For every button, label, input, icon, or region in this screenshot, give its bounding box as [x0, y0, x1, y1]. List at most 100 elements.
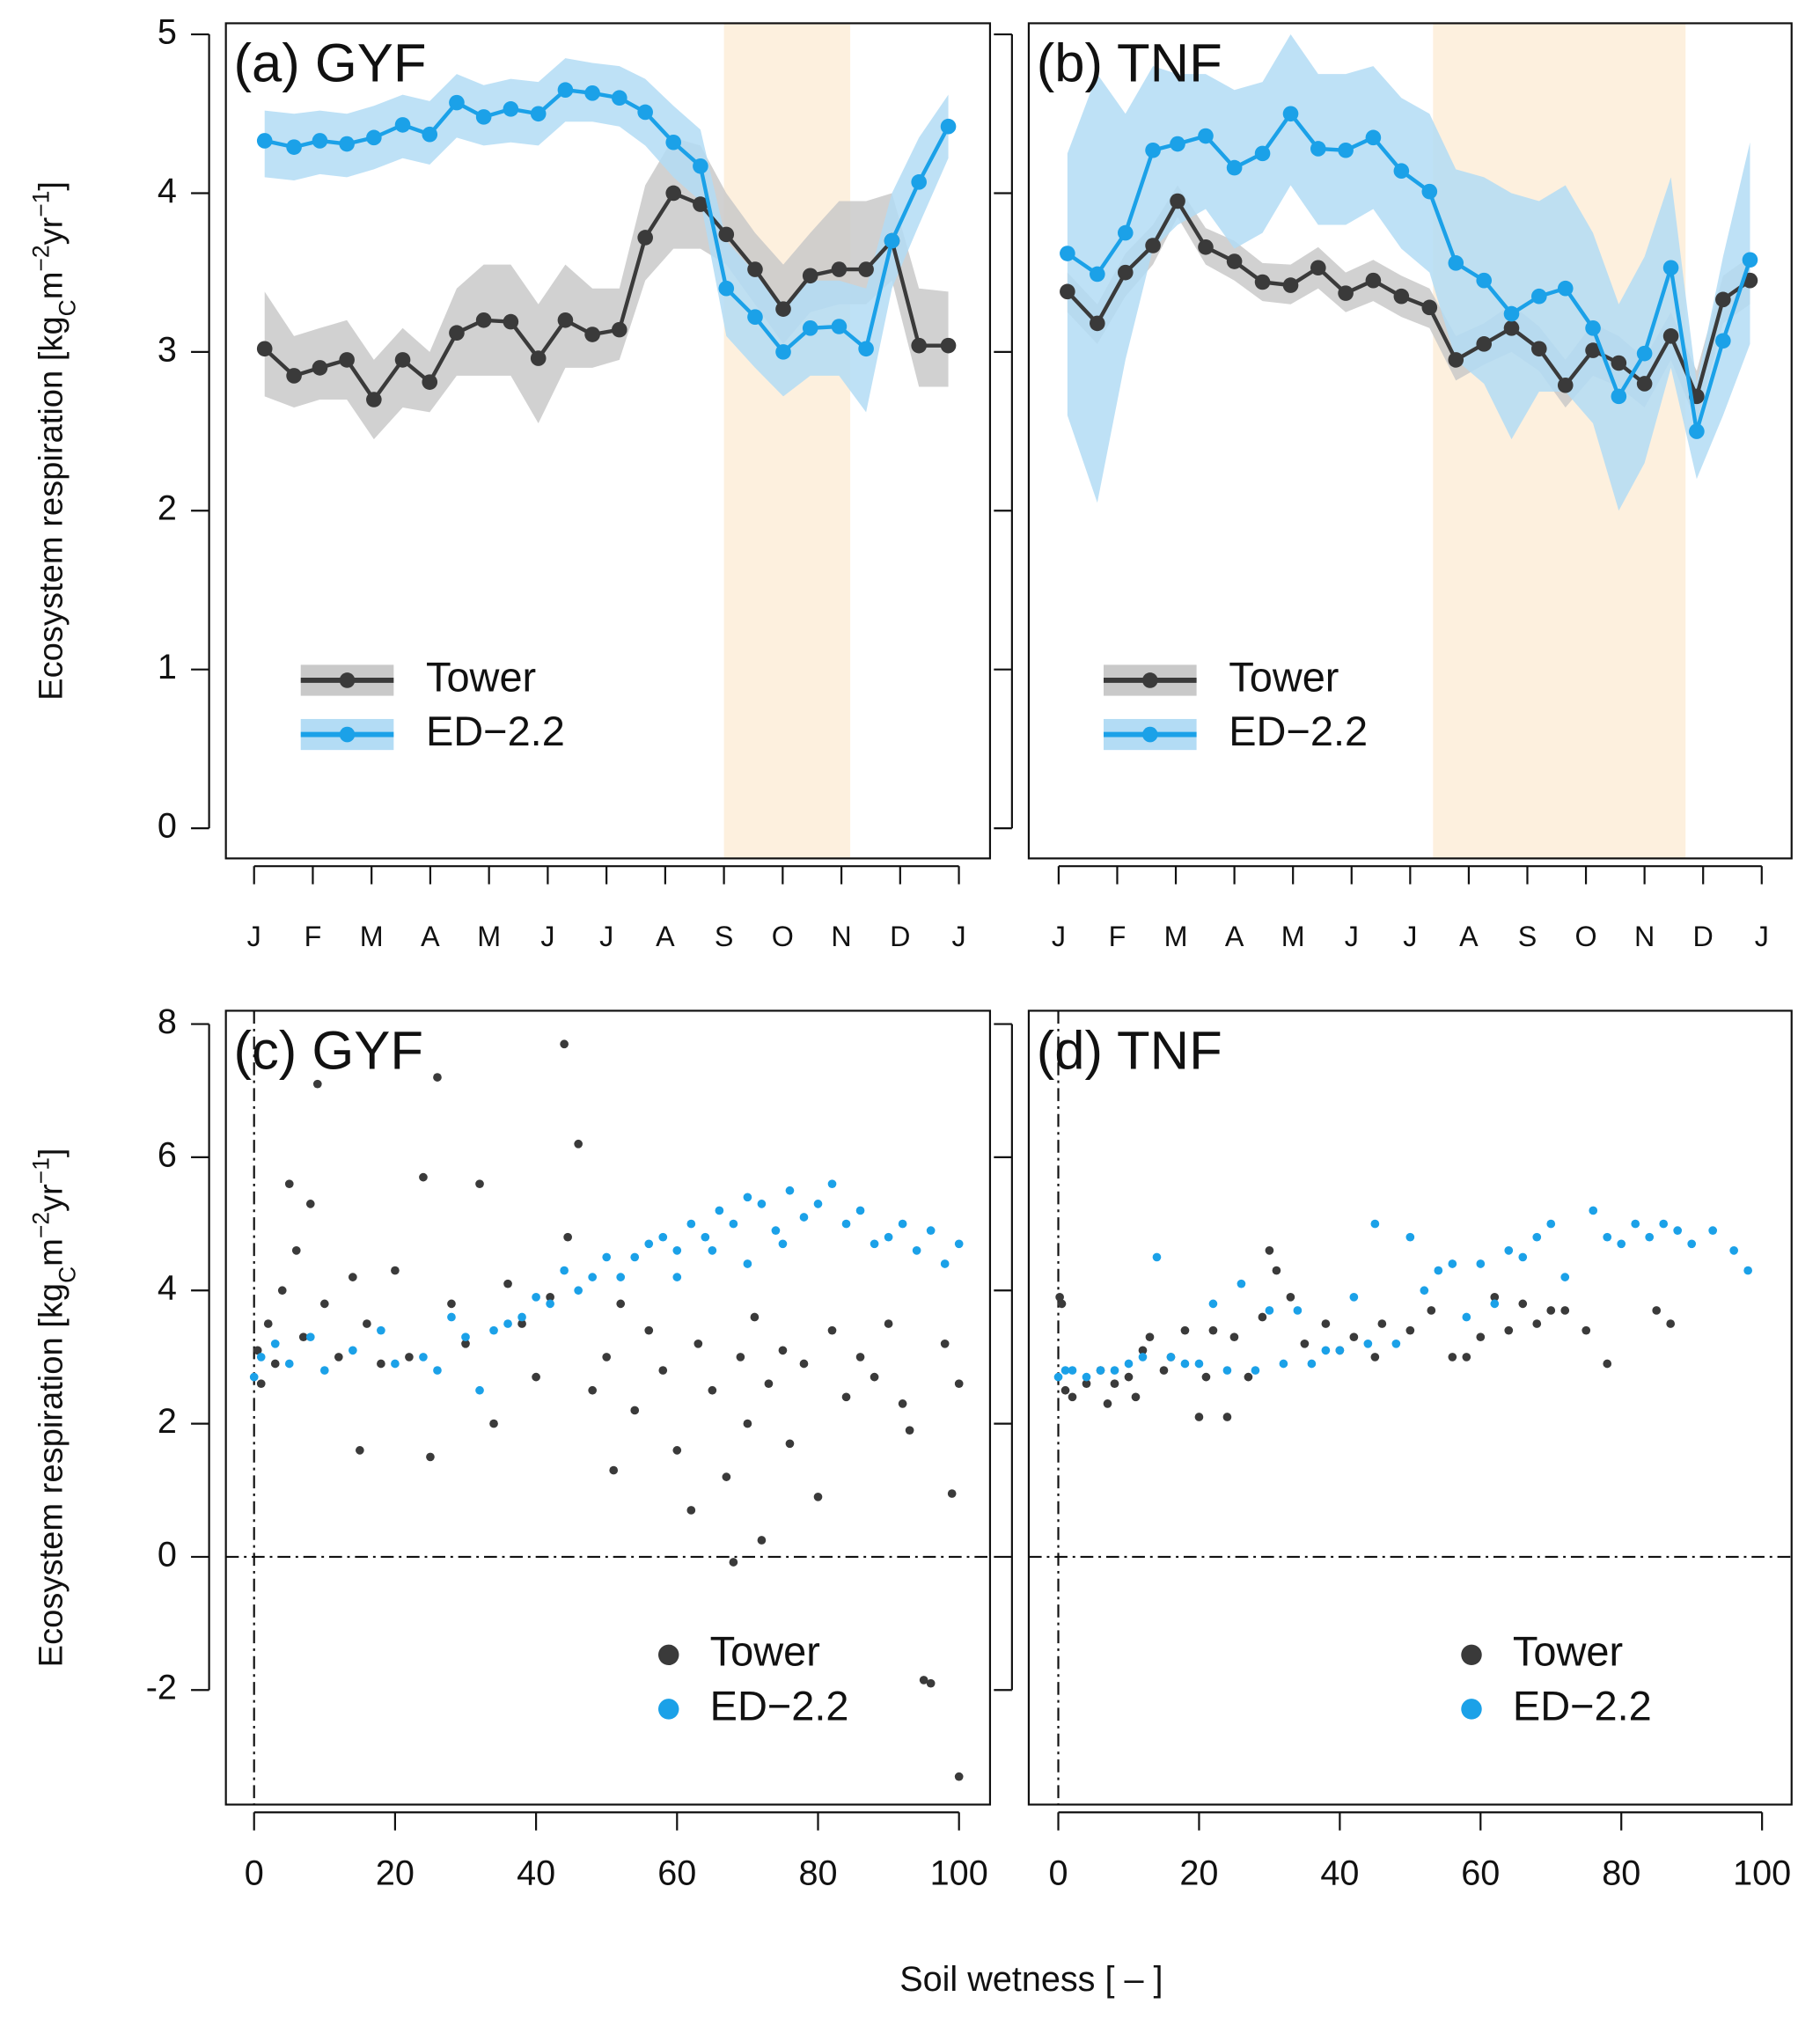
point [947, 1489, 957, 1498]
point [1349, 1292, 1359, 1302]
point [1152, 1252, 1162, 1262]
x-tick-label: 80 [798, 1854, 837, 1893]
point [750, 1312, 760, 1322]
point [391, 1359, 400, 1369]
point [1053, 1372, 1063, 1382]
point [1504, 1246, 1514, 1255]
point [870, 1239, 879, 1249]
point [954, 1772, 964, 1781]
marker [1611, 388, 1627, 405]
marker [286, 139, 302, 155]
marker [1662, 260, 1679, 276]
point [475, 1385, 484, 1395]
point [1103, 1399, 1112, 1408]
marker [1689, 423, 1705, 439]
marker [612, 321, 627, 338]
y-tick-label: 0 [158, 1535, 177, 1574]
point [1666, 1319, 1676, 1328]
point [1462, 1312, 1471, 1322]
point [1237, 1279, 1246, 1288]
point [319, 1366, 329, 1375]
legend-marker [339, 672, 356, 688]
panel: 0 20 40 60 80 100 -2 0 2 4 6 8 (c) GYF Ecosystem resp… [27, 1002, 1163, 1999]
point [708, 1385, 717, 1395]
y-axis-label-part: C [54, 299, 80, 316]
panel: J F M A M J J A S O N D J 0 1 2 3 4 5 (a) GYF Ecosystem resp… [27, 13, 992, 952]
x-tick-label: A [1459, 921, 1479, 952]
marker [775, 301, 791, 317]
x-tick-label: 20 [376, 1854, 415, 1893]
point [1300, 1339, 1310, 1348]
point [1194, 1359, 1204, 1369]
marker [665, 134, 682, 150]
marker [1503, 305, 1520, 322]
point [686, 1506, 696, 1515]
point [560, 1266, 569, 1275]
point [1055, 1292, 1064, 1302]
point [729, 1219, 738, 1229]
legend-label: Tower [426, 654, 536, 700]
point [1222, 1413, 1232, 1421]
point [672, 1446, 682, 1455]
point [532, 1372, 540, 1382]
point [658, 1232, 668, 1242]
legend-label: Tower [1229, 654, 1339, 700]
marker [831, 261, 848, 277]
marker [1310, 141, 1326, 157]
point [1532, 1319, 1542, 1328]
point [1110, 1366, 1119, 1375]
point [588, 1385, 598, 1395]
x-tick-label: 60 [657, 1854, 696, 1893]
plot-frame [1027, 22, 1793, 860]
y-tick-label: 3 [158, 330, 177, 369]
point [1138, 1353, 1148, 1362]
point [1476, 1259, 1486, 1268]
legend-label: ED−2.2 [426, 708, 565, 754]
marker [530, 350, 547, 366]
x-tick-label: O [1575, 921, 1597, 952]
marker [449, 325, 465, 341]
marker [1715, 333, 1731, 349]
marker [530, 106, 547, 122]
x-tick-label: M [477, 921, 501, 952]
legend-marker [658, 1644, 679, 1666]
point [672, 1246, 682, 1255]
y-tick-label: 4 [158, 1269, 177, 1308]
point [1265, 1306, 1274, 1315]
x-tick-label: D [890, 921, 910, 952]
point [616, 1273, 626, 1281]
marker [557, 312, 574, 328]
uncertainty-band [264, 58, 949, 413]
plot-frame [224, 1009, 992, 1806]
legend-marker [1142, 726, 1158, 743]
marker [1310, 260, 1326, 276]
point [1307, 1359, 1317, 1369]
point [940, 1339, 950, 1348]
point [1603, 1359, 1612, 1369]
point [912, 1246, 921, 1255]
point [736, 1353, 745, 1362]
point [799, 1359, 809, 1369]
point [405, 1353, 414, 1362]
marker [1338, 142, 1354, 158]
point [256, 1353, 266, 1362]
dry-season-shade [723, 23, 851, 859]
point [1082, 1372, 1091, 1382]
marker [911, 337, 927, 354]
point [799, 1213, 809, 1222]
legend-label: Tower [710, 1629, 820, 1675]
marker [1557, 377, 1574, 393]
legend-label: Tower [1513, 1629, 1623, 1675]
marker [312, 133, 328, 149]
marker [802, 268, 818, 284]
marker [637, 230, 653, 246]
x-tick-label: J [599, 921, 613, 952]
panel-title: (d) TNF [1037, 1021, 1222, 1082]
point [1427, 1306, 1436, 1315]
point [919, 1676, 928, 1685]
marker [339, 136, 355, 152]
point [1201, 1372, 1211, 1382]
point [391, 1266, 400, 1275]
marker [1254, 145, 1271, 162]
point [588, 1273, 598, 1281]
